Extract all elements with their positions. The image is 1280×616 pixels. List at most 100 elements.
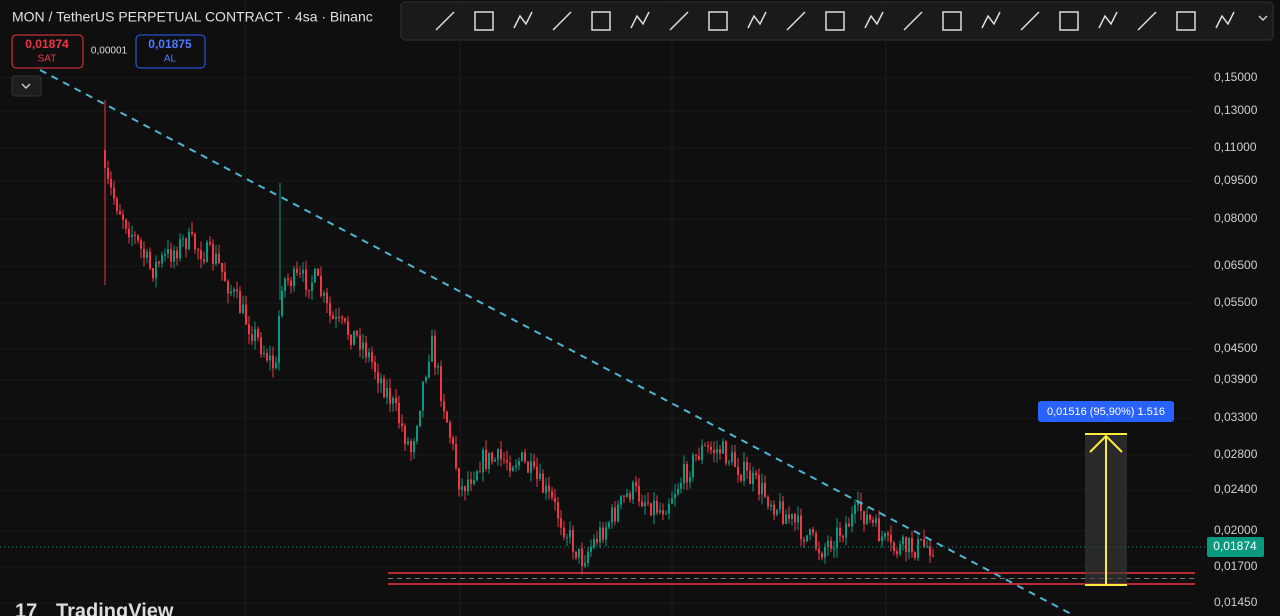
tool-button[interactable] (981, 11, 1001, 29)
candle (812, 529, 814, 533)
candle (326, 292, 328, 304)
buy-button[interactable] (135, 34, 206, 69)
candle (815, 532, 817, 549)
price-label: 0,08000 (1214, 211, 1258, 225)
tool-button[interactable] (435, 11, 455, 31)
candle (665, 513, 667, 515)
candle (218, 253, 220, 263)
candle (710, 446, 712, 451)
candle (419, 410, 421, 427)
candle (233, 289, 235, 292)
candle (398, 402, 400, 424)
candle (755, 472, 757, 476)
candle (764, 482, 766, 497)
candle (137, 235, 139, 241)
tool-button[interactable] (1098, 11, 1118, 29)
candle (314, 268, 316, 283)
candle (182, 238, 184, 240)
candle (209, 242, 211, 245)
buy-label: AL (164, 54, 177, 65)
candle (212, 244, 214, 264)
tool-button[interactable] (669, 11, 689, 31)
sell-button[interactable] (11, 34, 84, 69)
candle (800, 515, 802, 540)
tool-button[interactable] (1176, 11, 1196, 31)
candle (734, 452, 736, 467)
candle (614, 507, 616, 522)
candle (701, 445, 703, 460)
candle (899, 544, 901, 555)
tool-button[interactable] (903, 11, 923, 31)
candle (269, 355, 271, 361)
tool-button[interactable] (708, 11, 728, 31)
candle (611, 507, 613, 523)
tool-button[interactable] (630, 11, 650, 29)
sell-label: SAT (38, 54, 57, 65)
candle (317, 268, 319, 276)
candle (320, 275, 322, 296)
candle (788, 514, 790, 520)
candle (908, 538, 910, 553)
tool-button[interactable] (747, 11, 767, 29)
tool-button[interactable] (591, 11, 611, 31)
candle (773, 504, 775, 515)
candle (200, 250, 202, 260)
candle (395, 397, 397, 403)
tool-icon (864, 11, 884, 29)
candle (428, 361, 430, 378)
price-axis: 0,15000 0,13000 0,11000 0,09500 0,08000 0,065… (1214, 70, 1258, 609)
candle (839, 527, 841, 537)
tool-icon (513, 11, 533, 29)
candle (134, 234, 136, 236)
candle (857, 501, 859, 505)
candle (113, 187, 115, 199)
candle (884, 533, 886, 537)
candle (647, 502, 649, 504)
candle (566, 537, 568, 539)
candle (272, 355, 274, 369)
candle (467, 479, 469, 492)
tool-button[interactable] (1059, 11, 1079, 31)
candle (749, 470, 751, 484)
candle (485, 449, 487, 469)
candle (911, 538, 913, 553)
price-label: 0,04500 (1214, 341, 1258, 355)
candle (569, 529, 571, 538)
candle (893, 542, 895, 552)
tool-button[interactable] (786, 11, 806, 31)
candle (410, 440, 412, 453)
candle (341, 316, 343, 319)
candle (488, 452, 490, 469)
current-price: 0,01874 (1213, 539, 1257, 553)
candle (536, 466, 538, 479)
candle (530, 461, 532, 473)
tool-button[interactable] (1020, 11, 1040, 31)
tool-button[interactable] (1137, 11, 1157, 31)
candle (590, 546, 592, 552)
candle (293, 268, 295, 287)
tool-button[interactable] (552, 11, 572, 31)
candle (689, 477, 691, 483)
candle (254, 328, 256, 341)
candle (785, 514, 787, 524)
tool-button[interactable] (825, 11, 845, 31)
candle (878, 518, 880, 542)
candle (674, 493, 676, 499)
price-label: 0,11000 (1214, 140, 1257, 154)
tool-button[interactable] (513, 11, 533, 29)
tool-icon (591, 11, 611, 31)
candle (806, 535, 808, 542)
tool-button[interactable] (474, 11, 494, 31)
tool-icon (825, 11, 845, 31)
candle (902, 536, 904, 545)
tool-button[interactable] (864, 11, 884, 29)
tool-button[interactable] (1215, 11, 1235, 29)
candle (725, 441, 727, 464)
tool-button[interactable] (942, 11, 962, 31)
candle (668, 503, 670, 514)
candle (416, 426, 418, 442)
toolbar-menu[interactable] (1258, 15, 1268, 22)
collapse-button[interactable] (11, 75, 42, 97)
logo-mark: 17 (15, 600, 37, 616)
spread: 0,00001 (91, 46, 128, 57)
